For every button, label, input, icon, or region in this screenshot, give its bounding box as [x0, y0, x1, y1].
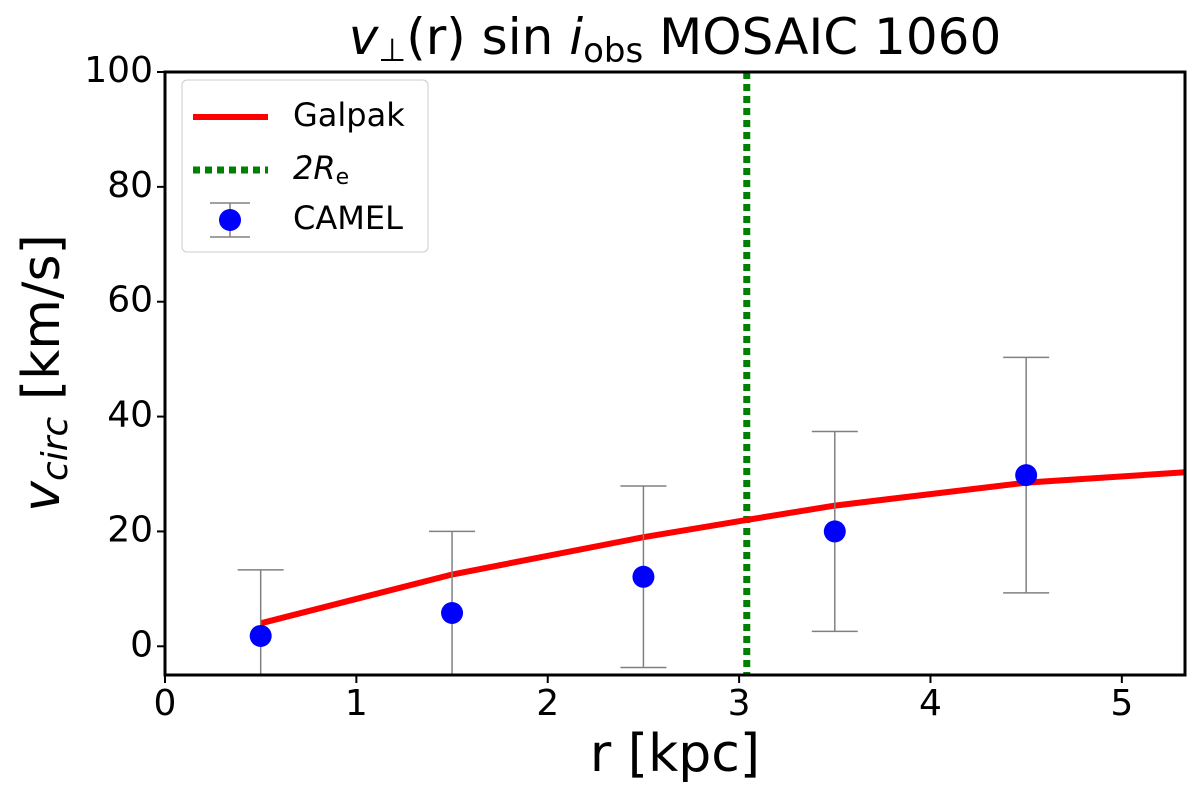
data-point	[632, 565, 655, 588]
legend-box	[181, 79, 429, 253]
galpak-line	[259, 469, 1185, 627]
data-point	[441, 601, 464, 624]
y-axis-label: vcirc [km/s]	[12, 234, 76, 512]
y-tick-label: 0	[130, 624, 153, 665]
legend-part: 2R	[293, 149, 336, 187]
ylabel-part: [km/s]	[12, 234, 72, 416]
x-axis-label: r [kpc]	[590, 724, 760, 784]
title-part: i	[569, 8, 583, 66]
y-tick-label: 20	[107, 509, 153, 550]
y-tick-label: 100	[84, 50, 153, 91]
data-point	[249, 624, 272, 647]
y-tick-label: 80	[107, 165, 153, 206]
title-part: (r) sin	[406, 8, 569, 66]
x-tick-label: 4	[919, 683, 942, 724]
legend-label: Galpak	[293, 96, 405, 134]
legend-part: e	[336, 165, 350, 190]
legend-label: CAMEL	[293, 199, 403, 237]
y-tick-label: 40	[107, 395, 153, 436]
ylabel-part: v	[12, 480, 72, 512]
x-tick-label: 3	[728, 683, 751, 724]
data-point	[1015, 464, 1038, 487]
title-part: obs	[583, 31, 643, 71]
x-tick-label: 0	[154, 683, 177, 724]
x-tick-label: 5	[1110, 683, 1133, 724]
x-tick-label: 1	[345, 683, 368, 724]
title-part: MOSAIC 1060	[643, 8, 1001, 66]
legend-swatch	[219, 209, 241, 231]
chart-title: v⊥(r) sin iobs MOSAIC 1060	[349, 8, 1002, 71]
data-point	[823, 520, 846, 543]
title-part: v	[349, 8, 380, 66]
legend-label: 2Re	[293, 149, 349, 190]
title-part: ⊥	[378, 31, 406, 69]
x-tick-label: 2	[536, 683, 559, 724]
y-tick-label: 60	[107, 280, 153, 321]
ylabel-part: circ	[35, 416, 76, 481]
plot-frame	[163, 70, 1187, 677]
plot-area	[237, 72, 1185, 675]
